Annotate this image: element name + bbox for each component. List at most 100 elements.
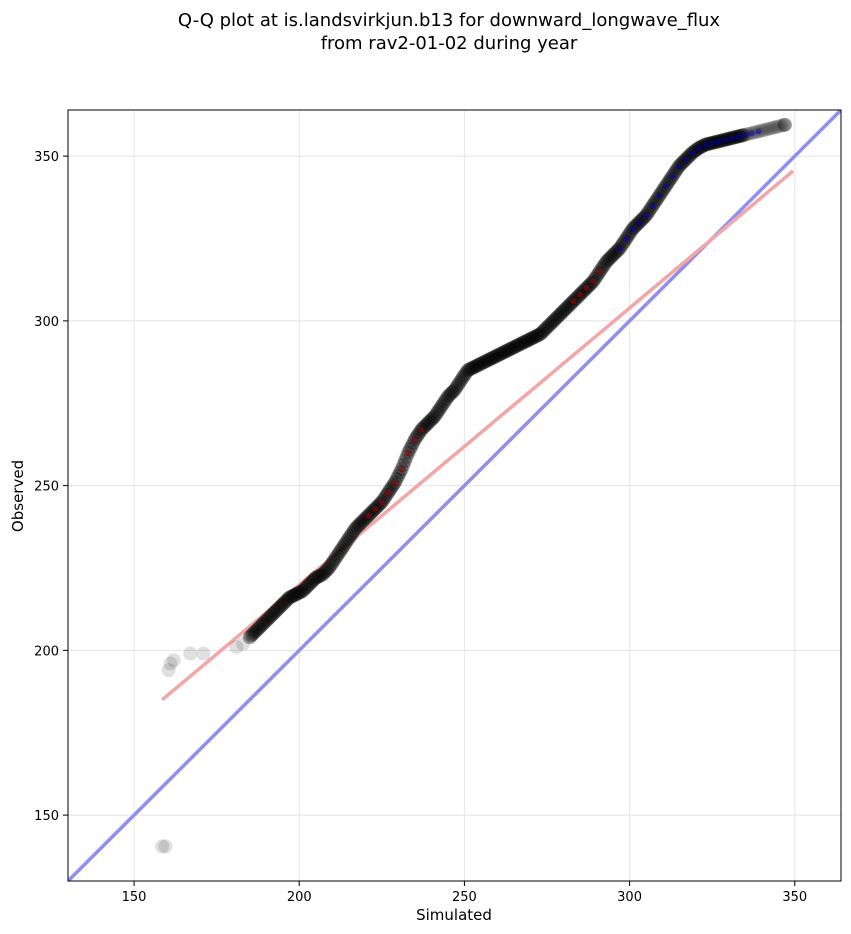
- quantile-point: [295, 584, 310, 599]
- quantile-point: [503, 341, 518, 356]
- quantile-point: [506, 340, 521, 355]
- percentile-highlight-point: [742, 131, 749, 138]
- y-tick-label: 300: [34, 315, 59, 330]
- quantile-point: [455, 370, 470, 385]
- quantile-point: [310, 570, 325, 585]
- quantile-point: [317, 565, 332, 580]
- quantile-point: [500, 343, 515, 358]
- percentile-highlight-point: [629, 225, 636, 232]
- quantile-point: [759, 122, 774, 137]
- x-axis-label: Simulated: [416, 906, 492, 924]
- percentile-highlight-point: [643, 212, 650, 219]
- percentile-highlight-point: [676, 163, 683, 170]
- quantile-point: [554, 305, 569, 320]
- quantile-point: [391, 468, 406, 483]
- quantile-point: [548, 312, 563, 327]
- one-to-one-line: [68, 110, 841, 881]
- quantile-point: [163, 656, 178, 671]
- quantile-point: [429, 406, 444, 421]
- quantile-point: [531, 327, 546, 342]
- quantile-point: [437, 394, 452, 409]
- quantile-point: [449, 380, 464, 395]
- quantile-point: [250, 621, 265, 636]
- quantile-point: [777, 117, 792, 132]
- quantile-point: [478, 354, 493, 369]
- percentile-highlight-point: [583, 284, 590, 291]
- percentile-highlight-point: [616, 245, 623, 252]
- quantile-point: [482, 352, 497, 367]
- percentile-highlight-point: [365, 512, 372, 519]
- quantile-point: [247, 625, 262, 640]
- quantile-point: [495, 345, 510, 360]
- quantile-point: [777, 117, 792, 132]
- quantile-point: [270, 602, 285, 617]
- quantile-point: [430, 404, 445, 419]
- quantile-point: [325, 556, 340, 571]
- quantile-point: [297, 582, 312, 597]
- quantile-point: [460, 363, 475, 378]
- quantile-point: [513, 336, 528, 351]
- quantile-point: [229, 640, 244, 655]
- percentile-highlight-point: [418, 426, 425, 433]
- quantile-point: [397, 453, 412, 468]
- quantile-point: [544, 315, 559, 330]
- y-tick-label: 200: [34, 644, 59, 659]
- x-tick-label: 250: [452, 890, 477, 905]
- quantile-point: [318, 564, 333, 579]
- quantile-point: [465, 360, 480, 375]
- quantile-point: [764, 121, 779, 136]
- quantile-point: [541, 318, 556, 333]
- quantile-point: [254, 618, 269, 633]
- chart-title: Q-Q plot at is.landsvirkjun.b13 for down…: [178, 10, 721, 31]
- quantile-point: [307, 572, 322, 587]
- quantile-point: [338, 536, 353, 551]
- quantile-point: [422, 414, 437, 429]
- quantile-point: [535, 325, 550, 340]
- quantile-point: [287, 588, 302, 603]
- quantile-point: [492, 347, 507, 362]
- quantile-point: [321, 560, 336, 575]
- quantile-point: [166, 653, 181, 668]
- quantile-point: [483, 351, 498, 366]
- quantile-point: [283, 589, 298, 604]
- quantile-point: [439, 392, 454, 407]
- quantile-point: [326, 553, 341, 568]
- quantile-point: [288, 587, 303, 602]
- quantile-point: [526, 330, 541, 345]
- quantile-point: [331, 546, 346, 561]
- quantile-point: [249, 623, 264, 638]
- quantile-point: [475, 355, 490, 370]
- quantile-point: [315, 567, 330, 582]
- quantile-point: [158, 839, 173, 854]
- percentile-highlight-point: [689, 149, 696, 156]
- quantile-point: [477, 355, 492, 370]
- quantile-point: [424, 412, 439, 427]
- y-tick-label: 350: [34, 150, 59, 165]
- quantile-point: [308, 570, 323, 585]
- x-tick-label: 350: [782, 890, 807, 905]
- quantile-point: [279, 593, 294, 608]
- quantile-point: [470, 358, 485, 373]
- quantile-point: [336, 538, 351, 553]
- percentile-highlight-point: [392, 479, 399, 486]
- quantile-point: [320, 562, 335, 577]
- y-tick-label: 250: [34, 480, 59, 495]
- quantile-point: [528, 329, 543, 344]
- quantile-point: [536, 323, 551, 338]
- quantile-point: [606, 247, 621, 262]
- quantile-point: [404, 439, 419, 454]
- quantile-point: [497, 345, 512, 360]
- quantile-point: [543, 317, 558, 332]
- quantile-point: [305, 574, 320, 589]
- quantile-point: [255, 617, 270, 631]
- percentile-highlight-point: [378, 499, 385, 506]
- quantile-point: [440, 389, 455, 404]
- percentile-highlight-point: [695, 144, 702, 151]
- quantile-point: [511, 337, 526, 352]
- x-tick-label: 150: [122, 890, 147, 905]
- quantile-point: [196, 646, 211, 661]
- quantile-point: [267, 605, 282, 620]
- quantile-point: [426, 411, 441, 426]
- percentile-highlight-point: [662, 182, 669, 189]
- quantile-point: [488, 349, 503, 364]
